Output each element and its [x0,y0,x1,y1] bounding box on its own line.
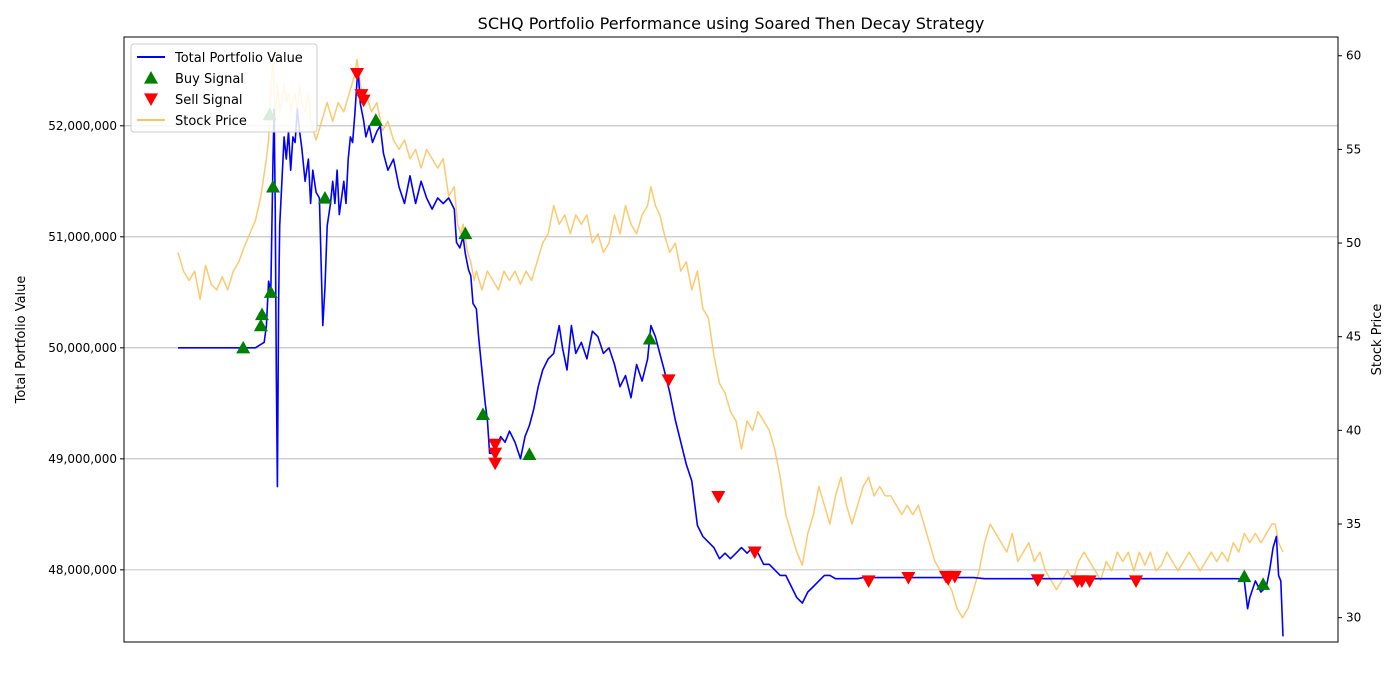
sell-signal-marker [1030,574,1045,587]
y2-axis-label: Stock Price [1370,304,1385,376]
y2-tick-label: 35 [1346,517,1361,531]
buy-signal-marker [368,113,383,126]
plot-frame [123,36,1339,643]
sell-signal-marker [947,570,962,584]
stock-price-line [177,54,1284,619]
legend-sell-label: Sell Signal [175,93,243,108]
y2-tick-label: 55 [1346,142,1361,156]
y-tick-label: 52,000,000 [48,119,117,133]
sell-signal-marker [350,68,365,81]
sell-signal-marker [488,438,503,452]
buy-signal-marker [642,331,657,345]
legend: Total Portfolio Value Buy Signal Sell Si… [130,43,318,133]
sell-signal-marker [488,447,503,461]
buy-signal-marker [1256,577,1271,590]
sell-signal-marker [1082,575,1097,588]
sell-signal-marker [356,94,371,108]
stock-price-series [177,54,1284,619]
right-axis: 30 35 40 45 50 55 60 [1338,49,1361,625]
y-tick-label: 51,000,000 [48,230,117,244]
y-tick-label: 50,000,000 [48,341,117,355]
buy-signal-marker [263,285,278,298]
y2-tick-label: 60 [1346,49,1361,63]
y-axis-label: Total Portfolio Value [14,276,29,405]
sell-signal-marker [488,457,503,471]
sell-signal-marker [711,490,726,504]
y2-tick-label: 45 [1346,330,1361,344]
buy-signal-marker [317,190,332,204]
buy-signal-marker [266,179,281,193]
y-tick-label: 49,000,000 [48,452,117,466]
legend-box [130,43,318,133]
buy-signal-marker [1237,569,1252,583]
sell-signal-marker [747,546,762,560]
sell-signal-marker [661,374,676,388]
sell-signal-marker [861,575,876,588]
sell-signal-marker [901,572,916,585]
buy-signal-markers [236,107,1271,590]
buy-signal-marker [458,226,473,240]
left-axis: 48,000,000 49,000,000 50,000,000 51,000,000… [48,119,124,577]
y2-tick-label: 30 [1346,611,1361,625]
chart-title: SCHQ Portfolio Performance using Soared … [478,14,985,33]
buy-signal-marker [253,318,268,332]
buy-signal-marker [254,307,269,321]
legend-buy-label: Buy Signal [175,72,244,87]
buy-signal-marker [475,407,490,421]
y2-tick-label: 50 [1346,236,1361,250]
buy-signal-marker [522,447,537,460]
y-tick-label: 48,000,000 [48,563,117,577]
legend-stock-label: Stock Price [175,114,247,129]
y2-tick-label: 40 [1346,423,1361,437]
legend-sell-marker [144,93,158,106]
legend-buy-marker [144,71,158,84]
sell-signal-marker [1129,575,1144,588]
buy-signal-marker [236,340,251,354]
legend-portfolio-label: Total Portfolio Value [174,51,303,66]
sell-signal-markers [350,68,1144,588]
